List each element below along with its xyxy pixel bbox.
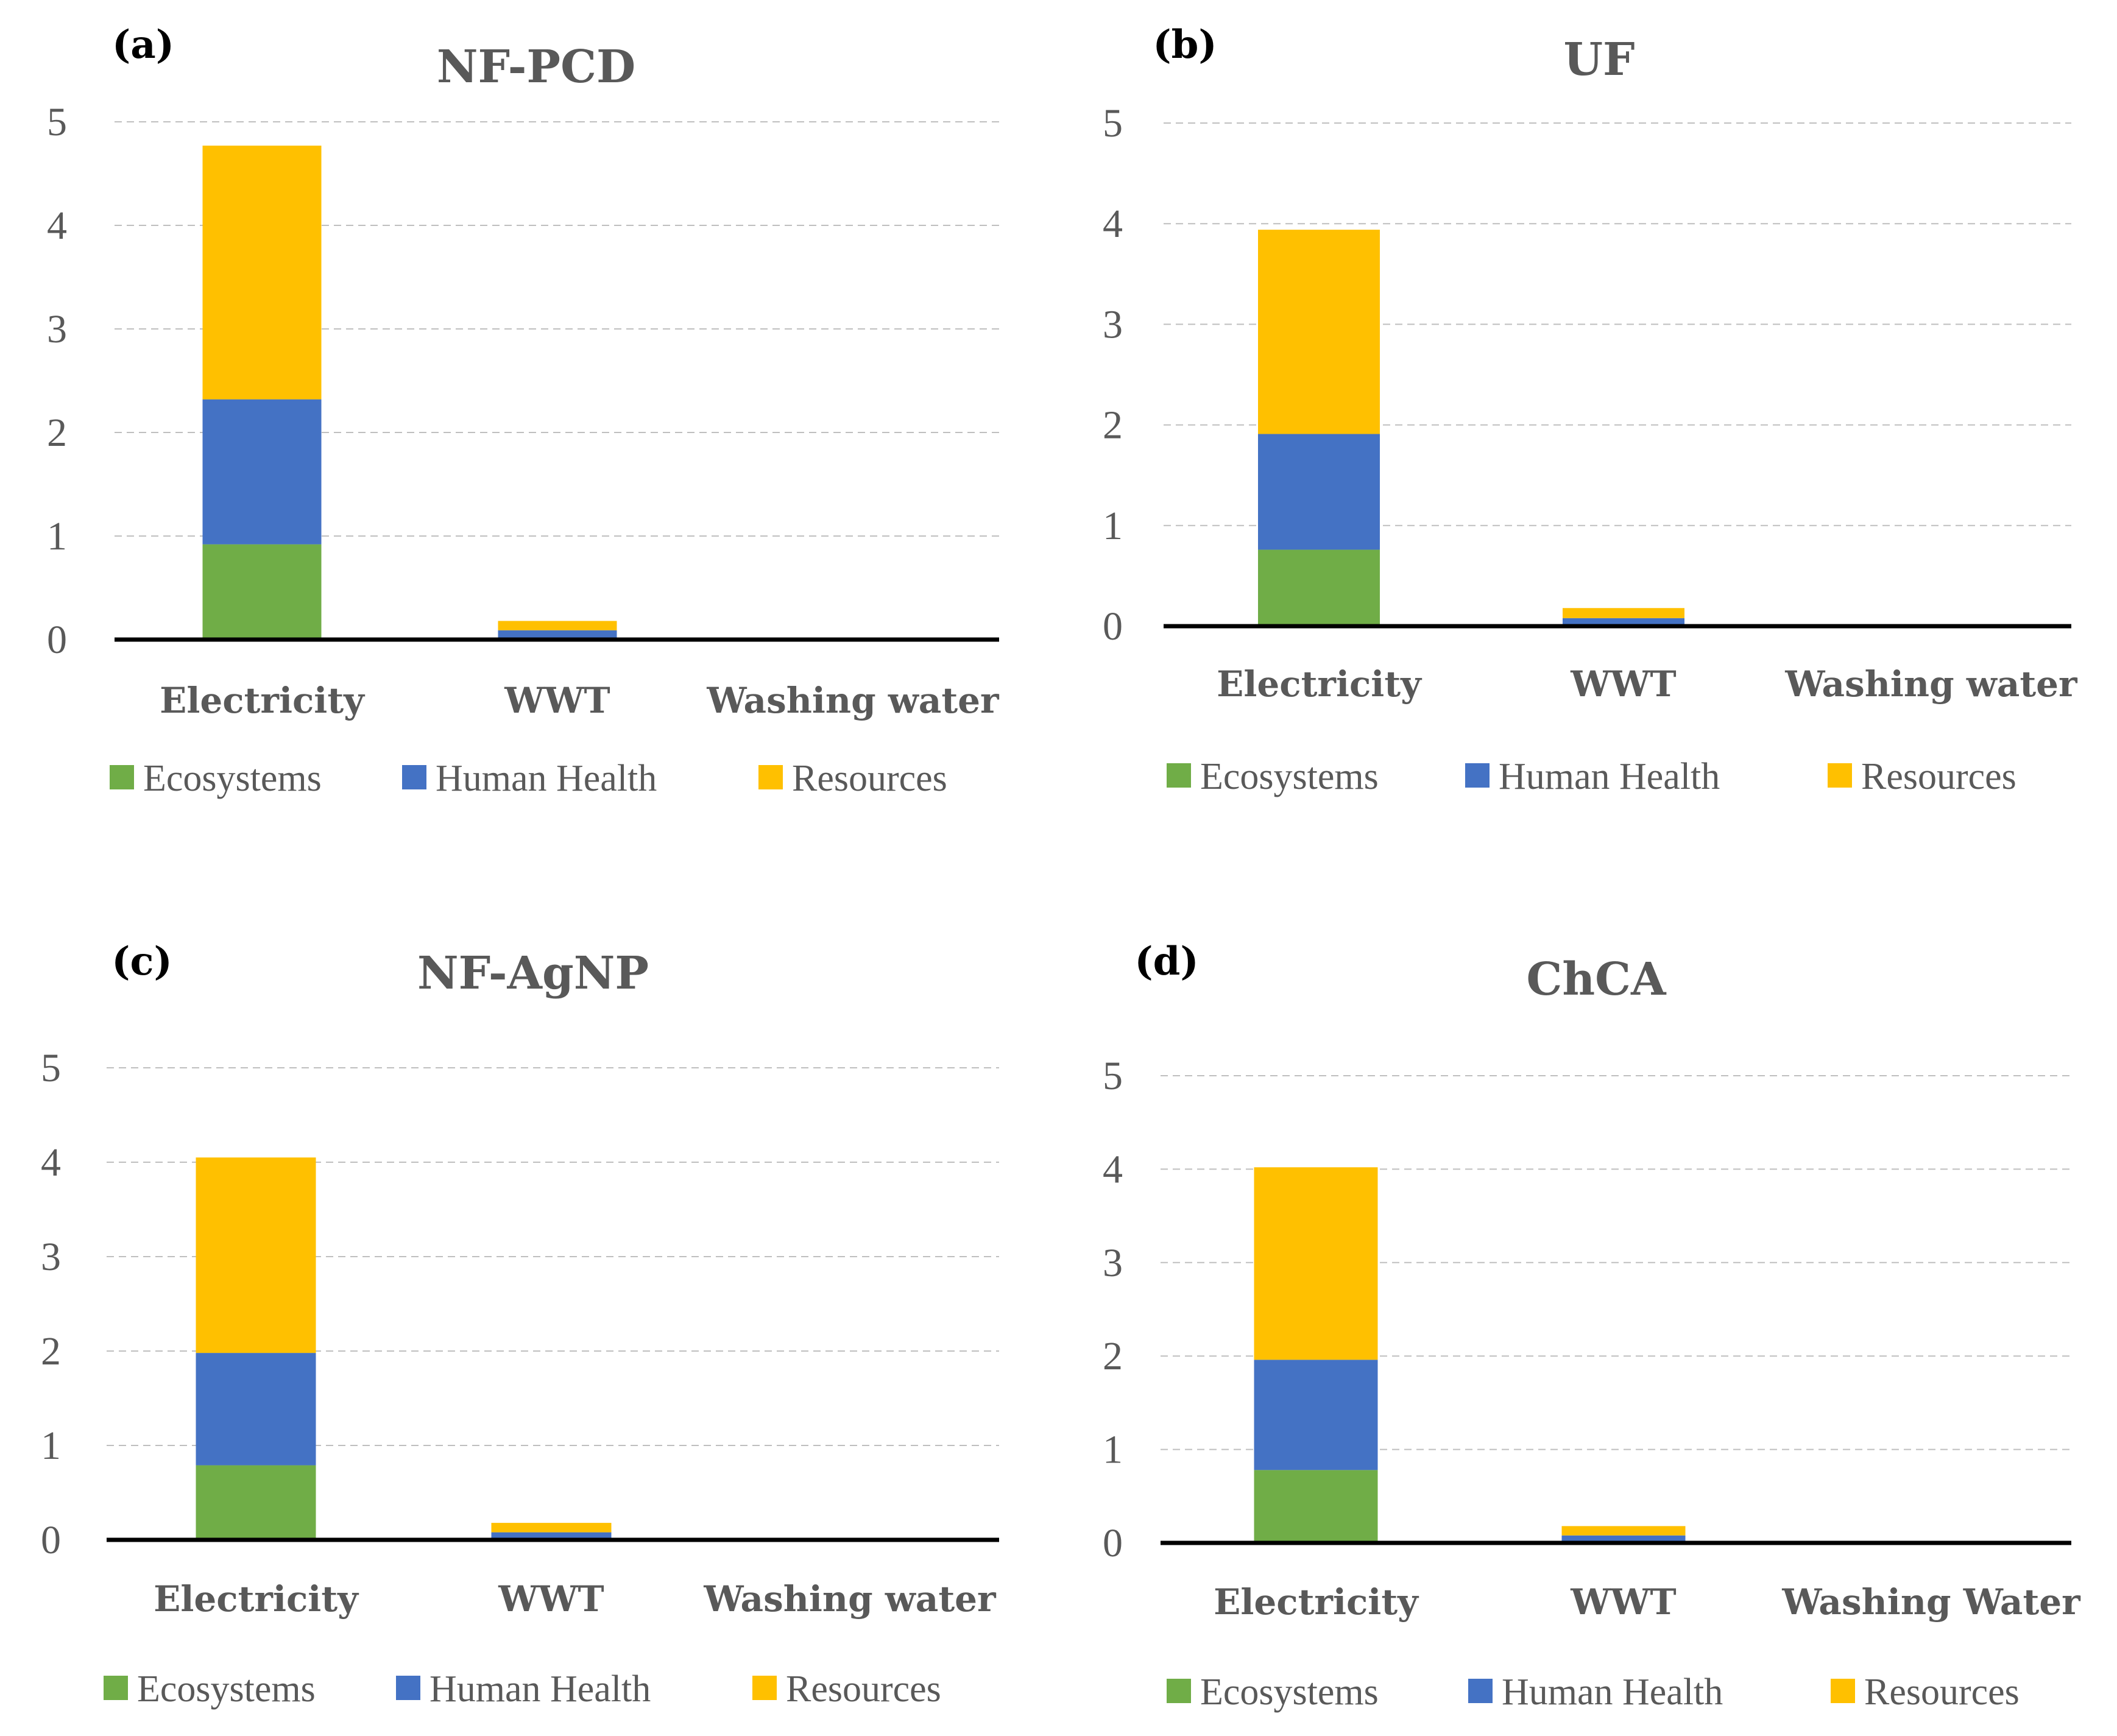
y-tick-label: 4: [1103, 202, 1123, 246]
y-tick-label: 2: [47, 411, 67, 455]
y-tick-label: 2: [1103, 1334, 1123, 1378]
y-tick-label: 1: [41, 1424, 61, 1468]
bar-resources-wwt: [1561, 1526, 1686, 1536]
y-tick-label: 5: [1103, 101, 1123, 146]
bar-resources-electricity: [196, 1157, 316, 1353]
legend-swatch-ecosystems: [110, 765, 134, 789]
y-tick-label: 0: [41, 1518, 61, 1562]
x-category-label: Washing water: [706, 680, 1000, 721]
legend-swatch-resources: [758, 765, 783, 789]
chart-panel-2: (c) NF-AgNP 0 1 2 3 4 5 Electricity WWT Washing wa…: [41, 939, 999, 1710]
bar-resources-wwt: [1563, 608, 1684, 618]
panel-label: (b): [1153, 22, 1217, 68]
y-tick-label: 1: [47, 514, 67, 559]
legend-swatch-ecosystems: [104, 1676, 128, 1700]
x-category-label: Electricity: [1217, 663, 1423, 705]
x-category-label: Electricity: [154, 1578, 359, 1620]
bar-human-health-electricity: [1254, 1360, 1378, 1470]
legend-swatch-resources: [1831, 1679, 1855, 1703]
bar-human-health-electricity: [1258, 434, 1380, 550]
legend-label: Ecosystems: [143, 758, 322, 799]
bar-ecosystems-electricity: [1254, 1470, 1378, 1543]
y-tick-label: 5: [41, 1046, 61, 1090]
chart-panel-3: (d) ChCA 0 1 2 3 4 5 Electricity WWT Washing Water…: [1103, 939, 2081, 1713]
legend-label: Human Health: [429, 1668, 651, 1710]
chart-title: ChCA: [1526, 953, 1667, 1006]
legend-swatch-ecosystems: [1167, 1679, 1191, 1703]
x-category-label: Washing water: [1784, 663, 2078, 705]
y-tick-label: 0: [47, 618, 67, 662]
bar-human-health-wwt: [491, 1532, 612, 1538]
x-category-label: Washing water: [703, 1578, 997, 1620]
x-category-label: Washing Water: [1781, 1581, 2081, 1623]
x-category-label: Electricity: [1214, 1581, 1419, 1623]
bar-resources-wwt: [498, 621, 617, 630]
y-tick-label: 3: [1103, 302, 1123, 347]
x-category-label: WWT: [498, 1578, 604, 1620]
legend-label: Resources: [1864, 1671, 2020, 1713]
legend-label: Human Health: [1499, 756, 1720, 797]
legend-swatch-human-health: [1468, 1679, 1493, 1703]
legend-label: Ecosystems: [1200, 756, 1379, 797]
legend-label: Resources: [786, 1668, 941, 1710]
legend-swatch-human-health: [402, 765, 426, 789]
x-category-label: WWT: [504, 680, 610, 721]
y-tick-label: 0: [1103, 1521, 1123, 1565]
chart-title: UF: [1563, 34, 1635, 86]
bar-human-health-wwt: [1563, 618, 1684, 624]
legend-label: Human Health: [1502, 1671, 1723, 1713]
y-tick-label: 3: [47, 307, 67, 351]
legend-label: Ecosystems: [1200, 1671, 1379, 1713]
legend-swatch-human-health: [396, 1676, 420, 1700]
bar-resources-electricity: [202, 146, 322, 400]
bar-human-health-wwt: [1561, 1535, 1686, 1541]
bar-ecosystems-electricity: [202, 544, 322, 640]
bar-ecosystems-electricity: [196, 1465, 316, 1540]
y-tick-label: 1: [1103, 504, 1123, 548]
legend-swatch-resources: [1828, 763, 1852, 788]
y-tick-label: 4: [47, 203, 67, 248]
chart-title: NF-PCD: [437, 41, 635, 93]
chart-panel-0: (a) NF-PCD 0 1 2 3 4 5 Electricity WWT Washing wat…: [47, 22, 1000, 799]
legend-label: Ecosystems: [137, 1668, 316, 1710]
legend-label: Resources: [792, 758, 947, 799]
bar-ecosystems-electricity: [1258, 549, 1380, 626]
legend-swatch-resources: [752, 1676, 777, 1700]
y-tick-label: 3: [1103, 1241, 1123, 1285]
chart-title: NF-AgNP: [417, 947, 649, 1000]
x-category-label: Electricity: [160, 680, 366, 721]
legend-label: Human Health: [436, 758, 657, 799]
bar-resources-electricity: [1254, 1167, 1378, 1360]
legend-swatch-ecosystems: [1167, 763, 1191, 788]
bar-resources-wwt: [491, 1523, 612, 1533]
y-tick-label: 5: [47, 100, 67, 144]
y-tick-label: 3: [41, 1235, 61, 1279]
y-tick-label: 4: [1103, 1147, 1123, 1191]
chart-panel-1: (b) UF 0 1 2 3 4 5 Electricity WWT Washing water Ec…: [1103, 22, 2078, 797]
bar-human-health-electricity: [196, 1353, 316, 1466]
x-category-label: WWT: [1570, 663, 1676, 705]
y-tick-label: 0: [1103, 604, 1123, 649]
x-category-label: WWT: [1570, 1581, 1676, 1623]
bar-resources-electricity: [1258, 230, 1380, 434]
bar-human-health-electricity: [202, 399, 322, 545]
y-tick-label: 2: [1103, 403, 1123, 448]
panel-label: (a): [112, 22, 174, 68]
panel-label: (c): [111, 939, 172, 984]
legend-label: Resources: [1861, 756, 2016, 797]
y-tick-label: 5: [1103, 1054, 1123, 1098]
legend-swatch-human-health: [1465, 763, 1490, 788]
y-tick-label: 1: [1103, 1428, 1123, 1472]
y-tick-label: 4: [41, 1140, 61, 1185]
panel-label: (d): [1134, 939, 1198, 984]
y-tick-label: 2: [41, 1329, 61, 1374]
bar-human-health-wwt: [498, 630, 617, 638]
